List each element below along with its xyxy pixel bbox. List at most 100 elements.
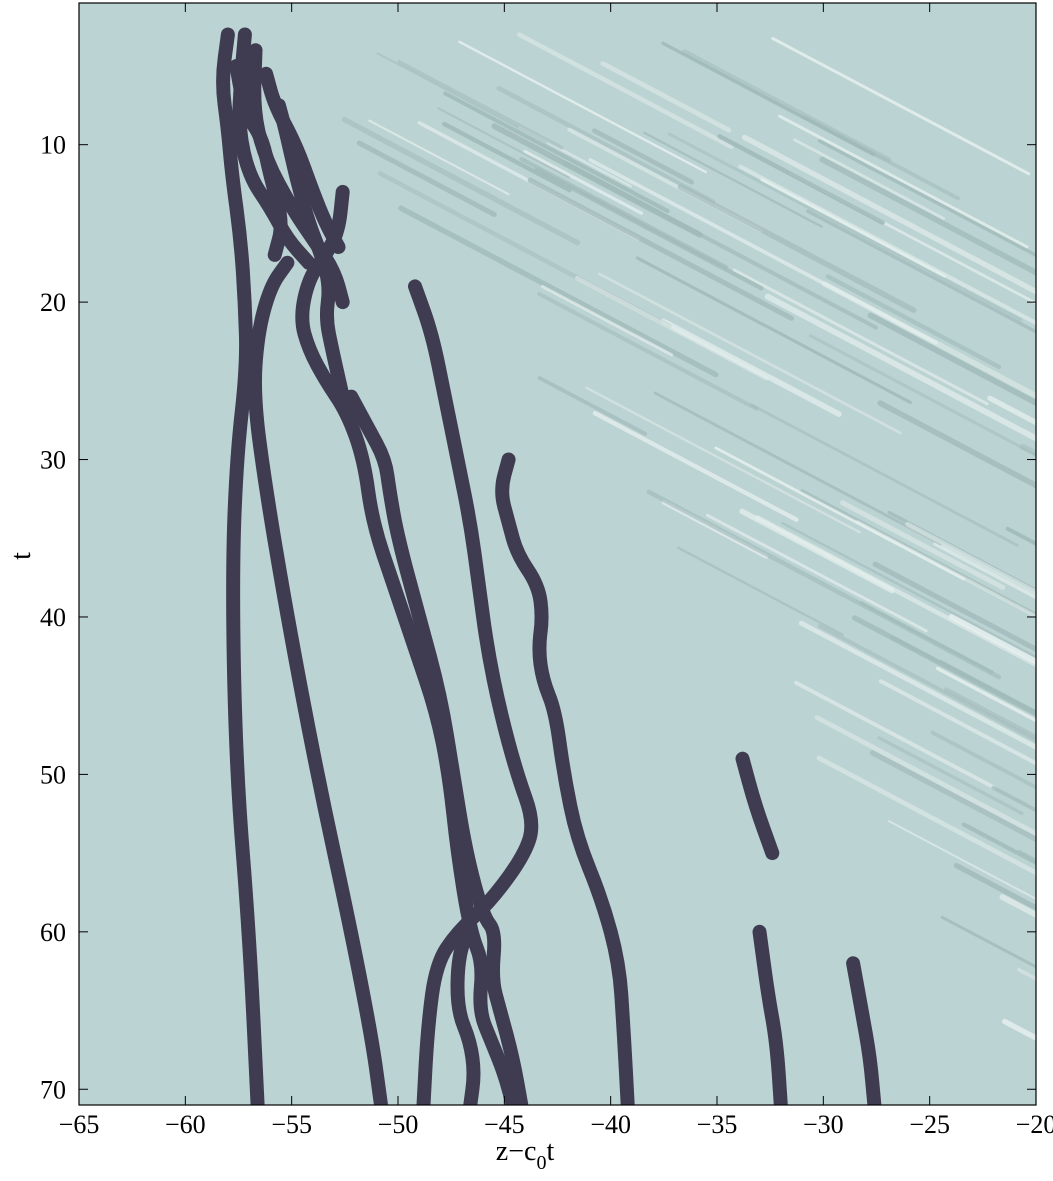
ripple-stripe <box>585 386 861 534</box>
ripple-stripe <box>592 411 799 522</box>
x-tick-label: −65 <box>59 1110 100 1139</box>
ripple-stripe <box>814 715 1036 837</box>
ripple-stripe <box>887 820 1036 901</box>
ripple-stripe <box>341 116 581 246</box>
soliton-trace <box>271 98 350 404</box>
soliton-traces <box>216 27 882 1105</box>
ripple-stripe <box>840 500 1006 590</box>
ripple-stripe <box>935 666 1036 723</box>
soliton-trace <box>216 27 265 1105</box>
ripple-stripe <box>588 158 938 345</box>
ripple-stripe <box>643 131 823 228</box>
plot-frame <box>78 2 1037 1106</box>
ripple-layer <box>341 32 1053 1042</box>
x-tick-label: −40 <box>590 1110 631 1139</box>
soliton-trace <box>495 452 635 1105</box>
soliton-trace <box>735 751 780 861</box>
soliton-trace <box>408 279 539 1105</box>
ripple-stripe <box>443 91 670 214</box>
ripple-stripe <box>948 613 1036 665</box>
ripple-stripe <box>356 140 497 217</box>
x-axis-label-main: z−c <box>496 1136 537 1167</box>
ripple-stripe <box>940 915 1036 969</box>
ripple-stripe <box>717 134 885 225</box>
x-tick-label: −55 <box>271 1110 312 1139</box>
y-axis: 10 20 30 40 50 60 70 <box>40 131 1036 1104</box>
ripple-stripe <box>750 403 1019 547</box>
ripple-stripe <box>376 52 547 144</box>
ripple-stripe <box>999 894 1036 919</box>
ripple-stripe <box>398 205 719 378</box>
ripple-stripe <box>806 209 1036 334</box>
ripple-stripe <box>869 750 1036 843</box>
ripple-stripe <box>867 312 1036 407</box>
ripple-stripe <box>523 150 644 215</box>
ripple-stripe <box>872 561 1036 653</box>
ripple-stripe <box>540 284 674 357</box>
ripple-stripe <box>491 123 703 238</box>
soliton-trace <box>247 255 388 1105</box>
ripple-stripe <box>781 521 1036 659</box>
ripple-stripe <box>677 546 844 636</box>
ripple-stripe <box>816 755 1036 876</box>
ripple-stripe <box>1005 526 1036 546</box>
soliton-trace <box>752 924 788 1105</box>
y-axis-label: t <box>6 552 37 560</box>
ripple-stripe <box>1045 636 1053 744</box>
ripple-stripe <box>817 624 1036 743</box>
x-axis: −65 −60 −55 −50 −45 −40 −35 −30 −25 −20 <box>59 3 1053 1139</box>
ripple-stripe <box>600 61 732 133</box>
ripple-stripe <box>574 275 769 381</box>
ripple-stripe <box>368 119 510 196</box>
y-tick-label: 30 <box>40 446 66 475</box>
x-axis-label-subscript: 0 <box>536 1152 546 1174</box>
ripple-stripe <box>877 736 1024 816</box>
ripple-stripe <box>817 139 1036 258</box>
ripple-stripe <box>537 291 759 411</box>
x-tick-label: −35 <box>697 1110 738 1139</box>
soliton-trace <box>229 59 288 262</box>
ripple-stripe <box>798 620 1036 750</box>
ripple-stripe <box>821 281 1036 399</box>
ripple-stripe <box>793 138 946 220</box>
ripple-stripe <box>597 272 902 435</box>
x-tick-label: −20 <box>1016 1110 1053 1139</box>
ripple-stripe <box>1039 828 1053 917</box>
ripple-stripe <box>397 60 564 150</box>
ripple-stripe <box>537 376 648 436</box>
ripple-stripe <box>819 156 1036 276</box>
ripple-stripe <box>1034 392 1036 397</box>
ripple-stripe <box>808 334 1036 457</box>
ripple-stripe <box>889 635 1036 716</box>
ripple-stripe <box>771 36 1031 176</box>
ripple-stripe <box>878 679 1036 766</box>
ripple-stripe <box>437 107 570 179</box>
soliton-trace <box>450 924 481 1105</box>
y-tick-label: 50 <box>40 760 66 789</box>
x-tick-label: −45 <box>484 1110 525 1139</box>
y-tick-label: 40 <box>40 603 66 632</box>
ripple-stripe <box>646 489 1002 680</box>
x-axis-label-suffix: t <box>546 1136 554 1167</box>
x-tick-label: −60 <box>165 1110 206 1139</box>
x-tick-label: −25 <box>909 1110 950 1139</box>
ripple-stripe <box>794 680 996 790</box>
ripple-stripe <box>961 822 1036 866</box>
ripple-stripe <box>739 508 895 594</box>
ripple-stripe <box>635 256 913 405</box>
ripple-stripe <box>519 157 729 270</box>
ripple-stripe <box>1002 1018 1036 1042</box>
ripple-stripe <box>527 177 795 321</box>
ripple-stripe <box>714 446 966 581</box>
ripple-stripe <box>764 293 1036 442</box>
plot-area <box>79 3 1053 1105</box>
ripple-stripe <box>991 785 1036 813</box>
x-tick-label: −30 <box>803 1110 844 1139</box>
ripple-stripe <box>661 41 875 157</box>
ripple-stripe <box>667 132 1023 322</box>
ripple-stripe <box>516 32 734 150</box>
ripple-stripe <box>677 184 917 314</box>
ripple-stripe <box>458 40 707 174</box>
ripple-stripe <box>953 862 1036 911</box>
